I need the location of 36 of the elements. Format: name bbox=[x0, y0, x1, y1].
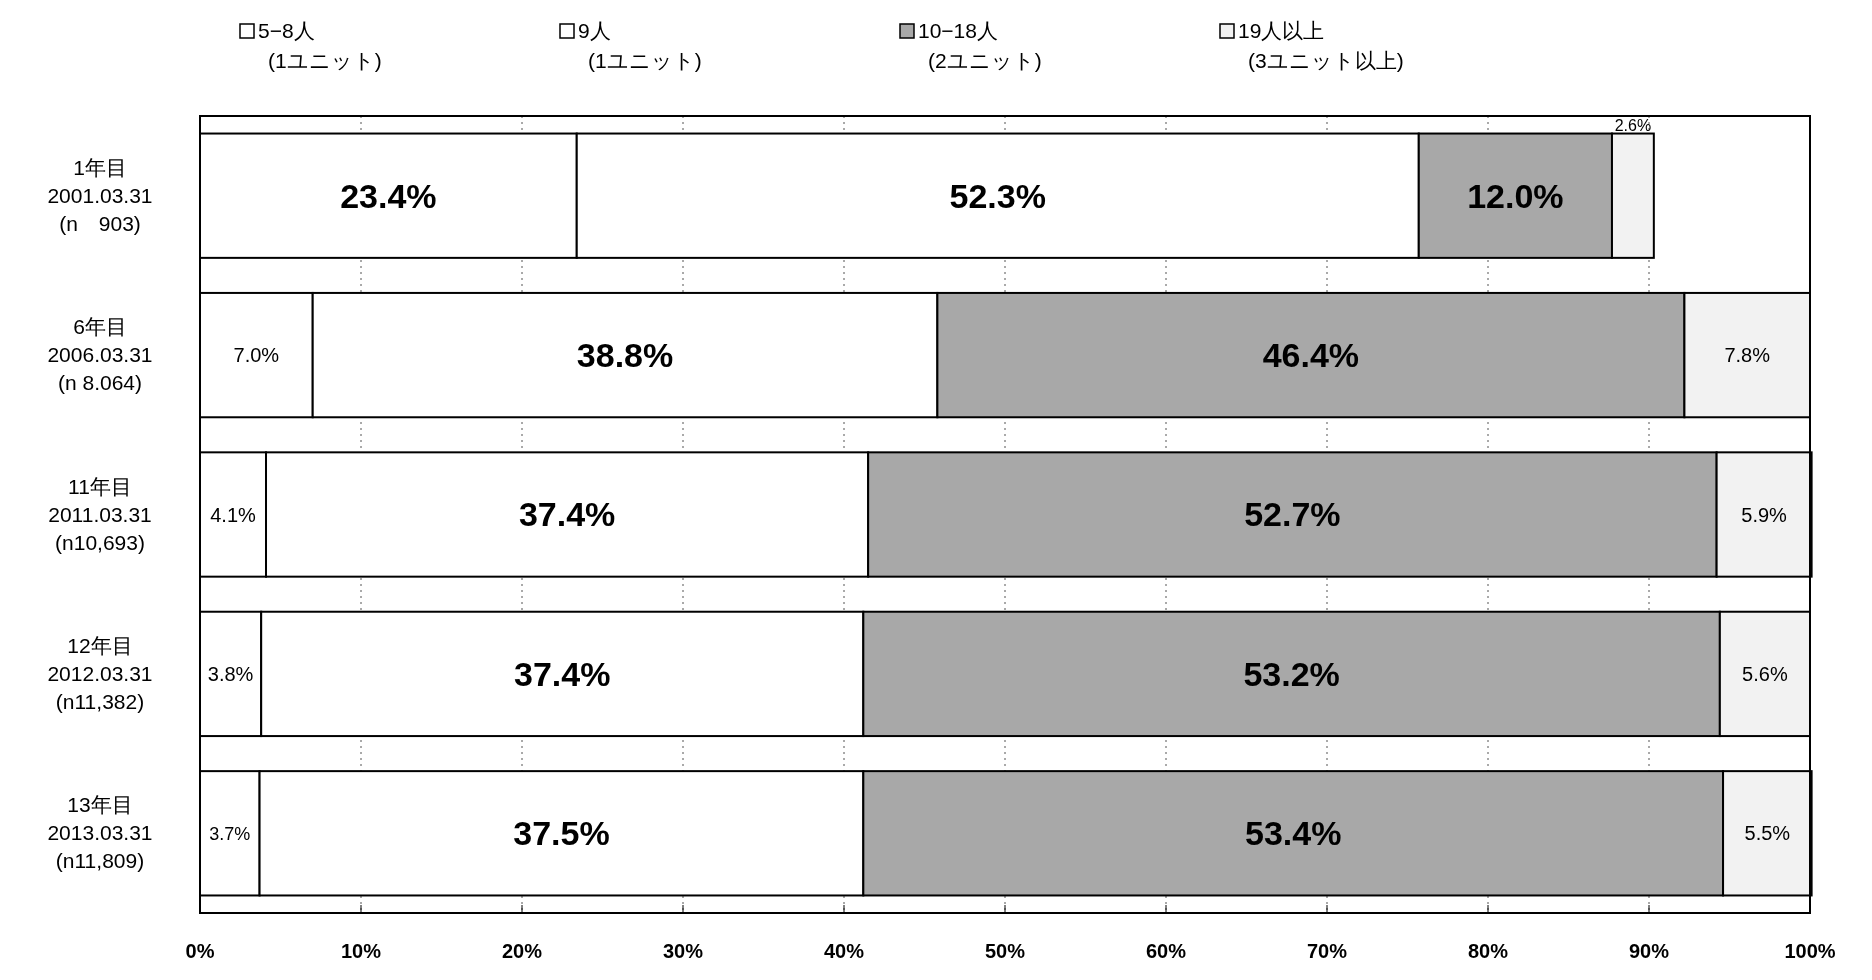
data-label: 5.5% bbox=[1744, 822, 1791, 845]
data-label: 37.5% bbox=[513, 814, 610, 853]
x-tick-label: 70% bbox=[1306, 940, 1348, 962]
data-label: 53.4% bbox=[1244, 814, 1342, 853]
x-tick-label: 80% bbox=[1467, 940, 1509, 962]
x-tick-label: 20% bbox=[501, 940, 543, 962]
data-label: 52.7% bbox=[1244, 495, 1341, 534]
data-label: 12.0% bbox=[1467, 176, 1564, 215]
data-label: 53.2% bbox=[1243, 654, 1340, 693]
x-tick-label: 100% bbox=[1784, 940, 1836, 962]
y-tick-label: 1年目 2001.03.31 (n 903) bbox=[47, 155, 153, 235]
data-label: 52.3% bbox=[949, 176, 1046, 215]
data-label: 23.4% bbox=[340, 176, 437, 215]
data-label: 3.8% bbox=[207, 662, 254, 685]
data-label: 7.0% bbox=[233, 344, 280, 367]
y-tick-label: 13年目 2013.03.31 (n11,809) bbox=[47, 793, 153, 873]
data-label: 37.4% bbox=[518, 495, 616, 534]
data-label: 38.8% bbox=[576, 336, 674, 374]
x-tick-label: 0% bbox=[185, 940, 215, 962]
x-tick-label: 60% bbox=[1145, 940, 1187, 962]
data-label: 5.9% bbox=[1741, 503, 1788, 526]
x-tick-label: 90% bbox=[1628, 940, 1670, 962]
x-tick-label: 10% bbox=[340, 940, 382, 962]
data-label: 3.7% bbox=[209, 824, 251, 845]
data-label: 7.8% bbox=[1724, 344, 1771, 367]
data-label: 37.4% bbox=[514, 654, 611, 693]
data-label: 46.4% bbox=[1262, 336, 1360, 374]
data-label: 2.6% bbox=[1614, 116, 1652, 134]
y-tick-label: 11年目 2011.03.31 (n10,693) bbox=[48, 474, 152, 554]
data-label: 4.1% bbox=[210, 503, 257, 526]
x-tick-label: 50% bbox=[984, 940, 1026, 962]
y-tick-label: 12年目 2012.03.31 (n11,382) bbox=[47, 633, 153, 713]
x-tick-label: 30% bbox=[662, 940, 704, 962]
y-tick-label: 6年目 2006.03.31 (n 8.064) bbox=[47, 315, 153, 395]
data-label: 5.6% bbox=[1742, 662, 1788, 685]
x-tick-label: 40% bbox=[823, 940, 865, 962]
